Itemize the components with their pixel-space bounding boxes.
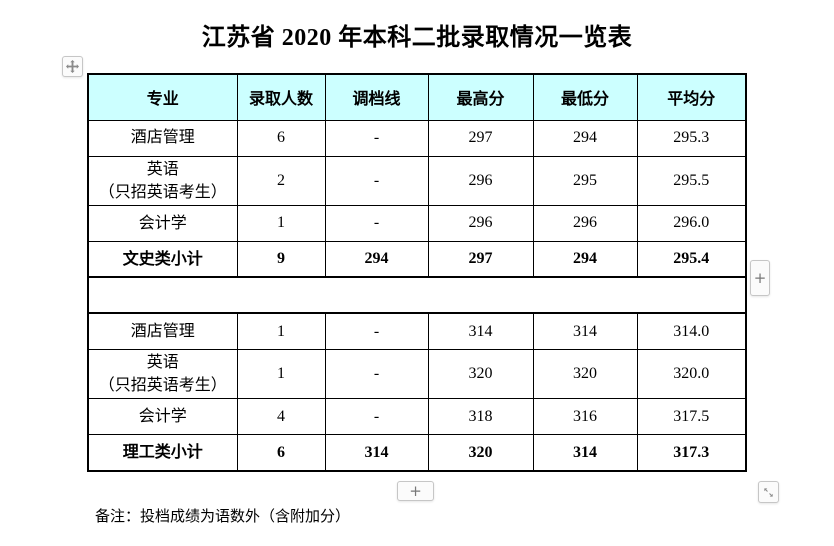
footnote: 备注：投档成绩为语数外（含附加分） <box>95 509 351 525</box>
cell-avg: 317.5 <box>636 398 747 436</box>
cell-count: 6 <box>236 119 326 157</box>
cell-count: 4 <box>236 398 326 436</box>
table-row: 会计学 1-296 296 296.0 <box>87 204 747 242</box>
cell-major: 英语 （只招英语考生） <box>87 348 238 400</box>
cell-avg: 317.3 <box>636 434 747 472</box>
cell-min: 320 <box>532 348 638 400</box>
cell-min: 295 <box>532 155 638 206</box>
table-row: 文史类小计 9 294 297 294 295.4 <box>87 240 747 278</box>
header-avg: 平均分 <box>636 73 747 121</box>
header-max: 最高分 <box>427 73 534 121</box>
table-row: 英语 （只招英语考生） 1-320 320 320.0 <box>87 348 747 400</box>
cell-line: 314 <box>324 434 429 472</box>
cell-count: 1 <box>236 312 326 350</box>
table-move-handle[interactable] <box>62 56 83 77</box>
cell-max: 318 <box>427 398 534 436</box>
table-resize-handle[interactable] <box>758 481 779 503</box>
cell-count: 1 <box>236 348 326 400</box>
table-row: 酒店管理 6-297 294 295.3 <box>87 119 747 157</box>
table-row: 理工类小计 6 314 320 314 317.3 <box>87 434 747 472</box>
cell-count: 6 <box>236 434 326 472</box>
cell-major: 会计学 <box>87 398 238 436</box>
cell-line: - <box>324 204 429 242</box>
move-cross-icon <box>66 60 79 73</box>
cell-max: 320 <box>427 348 534 400</box>
cell-max: 296 <box>427 155 534 206</box>
cell-avg: 295.4 <box>636 240 747 278</box>
spacer-row <box>87 276 747 315</box>
cell-major: 文史类小计 <box>87 240 238 278</box>
cell-min: 314 <box>532 434 638 472</box>
cell-avg: 320.0 <box>636 348 747 400</box>
header-major: 专业 <box>87 73 238 121</box>
cell-max: 296 <box>427 204 534 242</box>
cell-max: 320 <box>427 434 534 472</box>
cell-max: 297 <box>427 240 534 278</box>
cell-max: 314 <box>427 312 534 350</box>
table-row: 酒店管理 1-314 314 314.0 <box>87 312 747 350</box>
cell-min: 296 <box>532 204 638 242</box>
cell-major: 会计学 <box>87 204 238 242</box>
table-row: 英语 （只招英语考生） 2-296 295 295.5 <box>87 155 747 206</box>
cell-line: 294 <box>324 240 429 278</box>
cell-avg: 296.0 <box>636 204 747 242</box>
cell-min: 294 <box>532 119 638 157</box>
add-column-button[interactable]: + <box>750 260 770 296</box>
admissions-table: 专业 录取人数 调档线 最高分 最低分 平均分 酒店管理 6-297 294 295.… <box>87 73 747 472</box>
table-body: 酒店管理 6-297 294 295.3 英语 （只招英语考生） 2-296 295 295.… <box>87 119 747 472</box>
cell-min: 314 <box>532 312 638 350</box>
cell-min: 294 <box>532 240 638 278</box>
cell-avg: 295.5 <box>636 155 747 206</box>
cell-line: - <box>324 348 429 400</box>
header-count: 录取人数 <box>236 73 326 121</box>
add-row-button[interactable]: + <box>397 481 434 501</box>
cell-major: 酒店管理 <box>87 312 238 350</box>
cell-major: 酒店管理 <box>87 119 238 157</box>
cell-line: - <box>324 155 429 206</box>
table-header-row: 专业 录取人数 调档线 最高分 最低分 平均分 <box>87 73 747 121</box>
cell-max: 297 <box>427 119 534 157</box>
cell-count: 1 <box>236 204 326 242</box>
header-line: 调档线 <box>324 73 429 121</box>
cell-avg: 295.3 <box>636 119 747 157</box>
cell-count: 9 <box>236 240 326 278</box>
cell-line: - <box>324 312 429 350</box>
cell-count: 2 <box>236 155 326 206</box>
cell-line: - <box>324 119 429 157</box>
header-min: 最低分 <box>532 73 638 121</box>
cell-min: 316 <box>532 398 638 436</box>
plus-icon: + <box>753 268 767 287</box>
cell-line: - <box>324 398 429 436</box>
cell-major: 理工类小计 <box>87 434 238 472</box>
cell-major: 英语 （只招英语考生） <box>87 155 238 206</box>
cell-avg: 314.0 <box>636 312 747 350</box>
table-row: 会计学 4-318 316 317.5 <box>87 398 747 436</box>
plus-icon: + <box>409 481 422 500</box>
diagonal-resize-icon <box>762 486 775 499</box>
spacer-cell <box>87 276 747 315</box>
page-title: 江苏省 2020 年本科二批录取情况一览表 <box>201 25 633 51</box>
